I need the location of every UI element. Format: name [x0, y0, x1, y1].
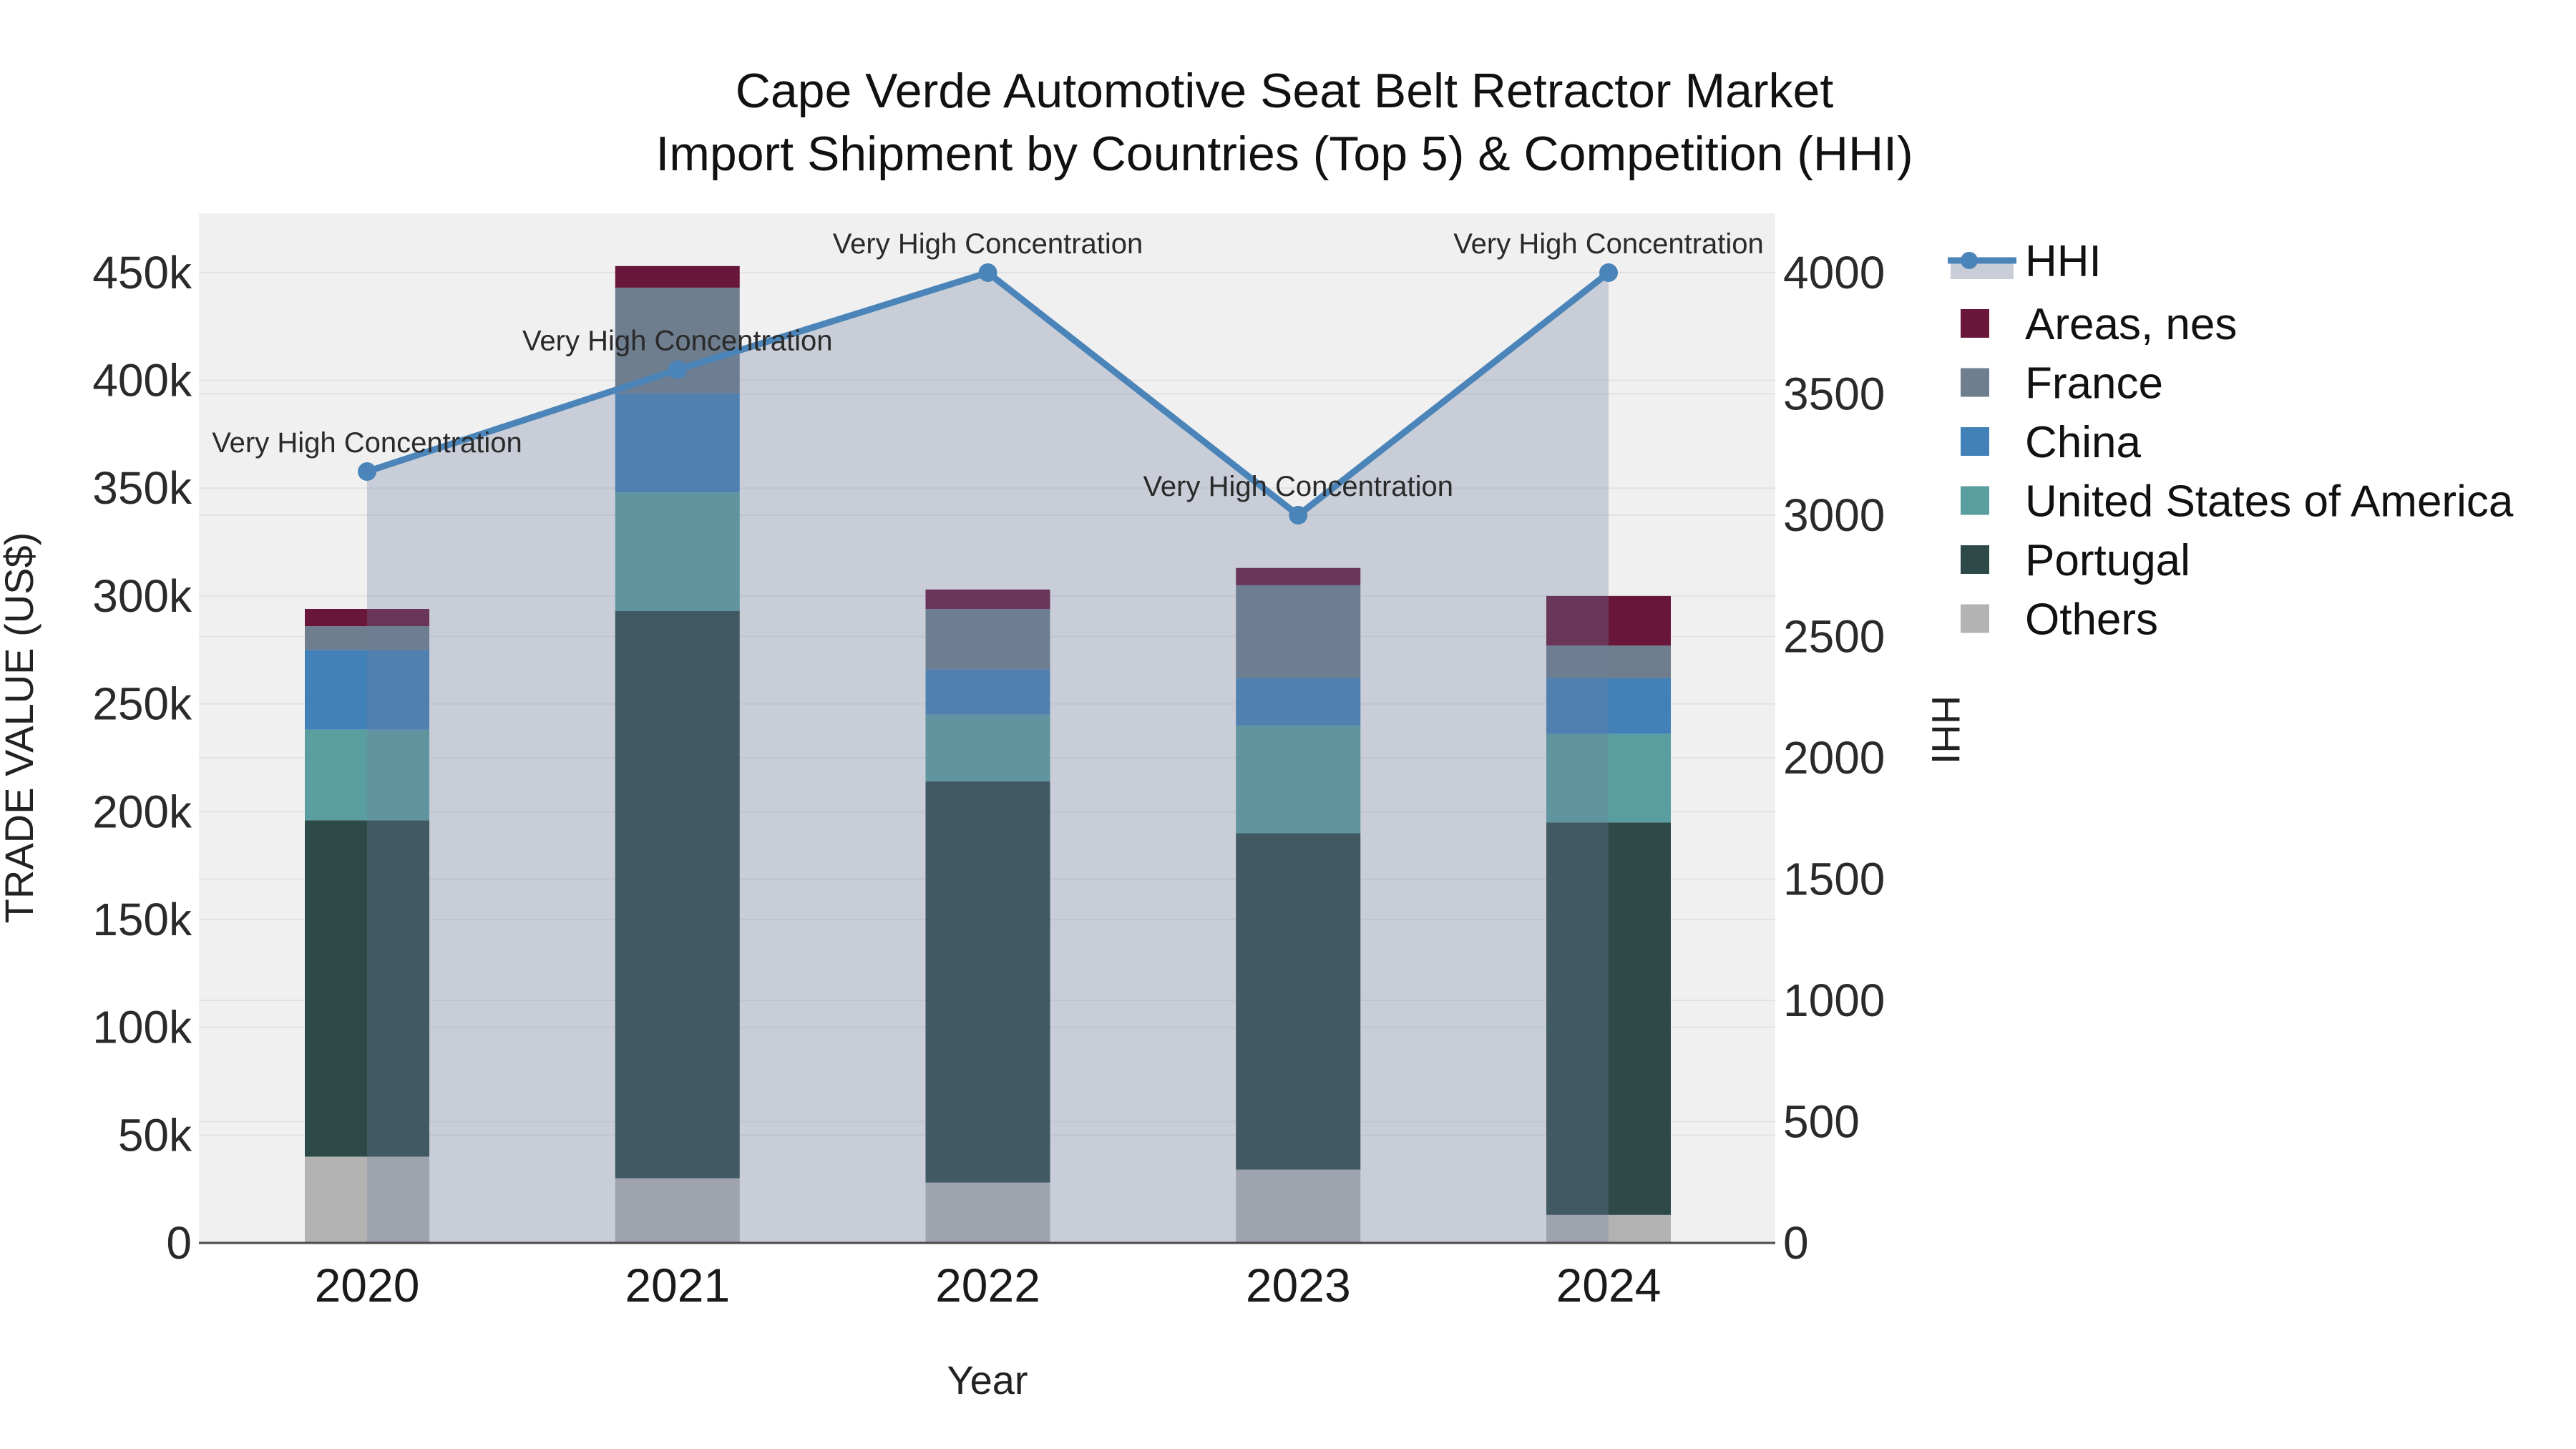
- y-axis-tick-label: 100k: [92, 1002, 192, 1053]
- bar-segment[interactable]: [305, 729, 429, 821]
- y2-axis-title: HHI: [1923, 696, 1968, 764]
- bar-segment[interactable]: [305, 820, 429, 1157]
- x-axis-tick-label: 2023: [1246, 1259, 1351, 1312]
- bar-segment[interactable]: [925, 669, 1050, 715]
- y-axis-tick-label: 0: [166, 1217, 192, 1269]
- legend-item-label: France: [2025, 359, 2163, 409]
- legend-item[interactable]: HHI: [1948, 237, 2102, 286]
- bar-segment[interactable]: [1546, 645, 1671, 678]
- y2-axis-tick-label: 2500: [1783, 611, 1885, 663]
- y-axis-tick-label: 350k: [92, 462, 192, 514]
- hhi-annotation: Very High Concentration: [212, 427, 522, 459]
- bar-segment[interactable]: [925, 714, 1050, 782]
- y2-axis-tick-label: 3000: [1783, 489, 1885, 541]
- y2-axis-tick-label: 4000: [1783, 247, 1885, 298]
- bar-segment[interactable]: [1236, 678, 1361, 726]
- bar-segment[interactable]: [615, 393, 740, 493]
- bar-segment[interactable]: [615, 265, 740, 288]
- hhi-marker[interactable]: [1289, 506, 1308, 525]
- y2-axis-tick-label: 0: [1783, 1217, 1809, 1269]
- legend-item[interactable]: France: [1961, 359, 2163, 409]
- y-axis-tick-label: 50k: [118, 1109, 192, 1161]
- bar-segment[interactable]: [925, 781, 1050, 1183]
- legend: HHI Areas, nes France China United States of…: [1948, 237, 2514, 645]
- bar-segment[interactable]: [1546, 595, 1671, 646]
- legend-item-label: HHI: [2025, 237, 2102, 286]
- chart-title-line1: Cape Verde Automotive Seat Belt Retracto…: [736, 64, 1834, 118]
- x-axis-tick-label: 2020: [315, 1259, 420, 1312]
- y2-axis-tick-label: 2000: [1783, 732, 1885, 784]
- bar-segment[interactable]: [1546, 822, 1671, 1215]
- legend-item[interactable]: China: [1961, 418, 2142, 467]
- legend-item-label: Others: [2025, 595, 2158, 645]
- legend-item-label: China: [2025, 418, 2142, 467]
- bar-segment[interactable]: [305, 1156, 429, 1243]
- legend-item[interactable]: Portugal: [1961, 536, 2190, 585]
- hhi-marker[interactable]: [1599, 263, 1618, 283]
- hhi-annotation: Very High Concentration: [522, 326, 833, 357]
- legend-color-swatch: [1961, 309, 1989, 338]
- hhi-annotation: Very High Concentration: [1143, 471, 1453, 502]
- chart-title-line2: Import Shipment by Countries (Top 5) & C…: [655, 127, 1913, 181]
- hhi-marker[interactable]: [358, 462, 376, 482]
- hhi-marker[interactable]: [978, 263, 997, 283]
- y-axis-tick-label: 300k: [92, 570, 192, 622]
- y-axis-tick-label: 250k: [92, 678, 192, 730]
- legend-hhi-marker: [1961, 252, 1978, 269]
- y-axis-title: TRADE VALUE (US$): [0, 532, 42, 924]
- bar-segment[interactable]: [305, 608, 429, 627]
- bar-segment[interactable]: [1546, 1214, 1671, 1243]
- y-axis-tick-label: 450k: [92, 247, 192, 298]
- bar-segment[interactable]: [1236, 725, 1361, 834]
- x-axis-title: Year: [947, 1357, 1028, 1402]
- bar-segment[interactable]: [615, 492, 740, 612]
- hhi-annotation: Very High Concentration: [1453, 228, 1764, 260]
- legend-color-swatch: [1961, 486, 1989, 515]
- hhi-annotation: Very High Concentration: [833, 228, 1143, 260]
- bar-segment[interactable]: [925, 589, 1050, 609]
- legend-item[interactable]: Others: [1961, 595, 2158, 645]
- legend-color-swatch: [1961, 368, 1989, 397]
- bar-segment[interactable]: [1236, 1169, 1361, 1243]
- bar-segment[interactable]: [1546, 733, 1671, 823]
- y-axis-tick-label: 200k: [92, 786, 192, 837]
- plot-layer: 0 50k 100k 150k 200k 250k 300k 350k 400k 450k 0 500…: [92, 213, 1885, 1312]
- bar-segment[interactable]: [615, 611, 740, 1179]
- x-axis-tick-label: 2024: [1556, 1259, 1662, 1312]
- legend-color-swatch: [1961, 545, 1989, 574]
- y2-axis-tick-label: 500: [1783, 1096, 1860, 1148]
- legend-hhi-area-swatch: [1951, 262, 2014, 279]
- y2-axis-tick-label: 1000: [1783, 975, 1885, 1026]
- x-axis-tick-label: 2022: [935, 1259, 1040, 1312]
- legend-item-label: United States of America: [2025, 477, 2514, 527]
- bar-segment[interactable]: [1236, 585, 1361, 678]
- y2-axis-tick-label: 3500: [1783, 369, 1885, 420]
- bar-segment[interactable]: [925, 1182, 1050, 1243]
- y-axis-tick-label: 150k: [92, 894, 192, 945]
- legend-item[interactable]: Areas, nes: [1961, 300, 2237, 349]
- hhi-marker[interactable]: [668, 360, 687, 379]
- legend-color-swatch: [1961, 427, 1989, 456]
- bar-segment[interactable]: [1236, 833, 1361, 1170]
- bar-segment[interactable]: [1546, 678, 1671, 734]
- x-axis-tick-label: 2021: [625, 1259, 730, 1312]
- bar-segment[interactable]: [1236, 567, 1361, 585]
- legend-item-label: Areas, nes: [2025, 300, 2237, 349]
- bar-segment[interactable]: [615, 1178, 740, 1243]
- bar-segment[interactable]: [305, 626, 429, 650]
- y-axis-tick-label: 400k: [92, 355, 192, 406]
- legend-item[interactable]: United States of America: [1961, 477, 2514, 527]
- y2-axis-tick-label: 1500: [1783, 854, 1885, 905]
- legend-item-label: Portugal: [2025, 536, 2190, 585]
- legend-color-swatch: [1961, 604, 1989, 633]
- bar-segment[interactable]: [925, 608, 1050, 670]
- bar-segment[interactable]: [305, 650, 429, 730]
